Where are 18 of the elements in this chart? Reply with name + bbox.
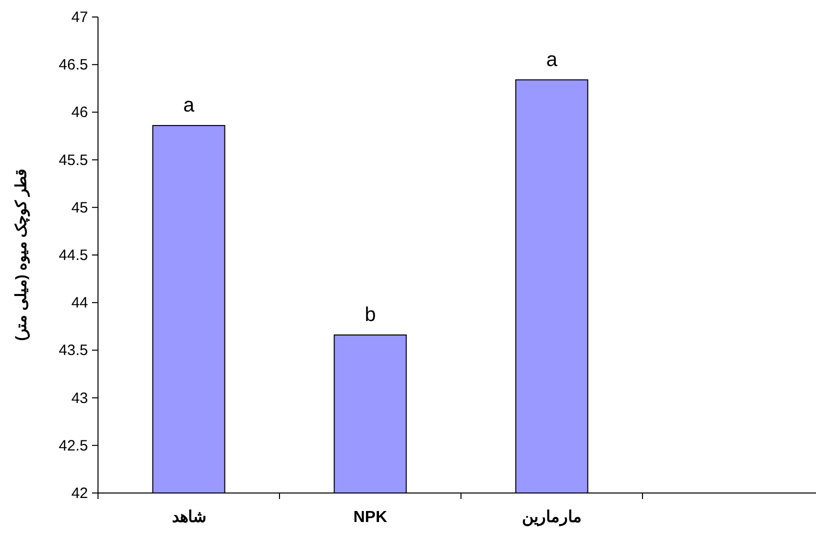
y-tick-label: 45 <box>71 199 88 216</box>
y-tick-label: 46.5 <box>58 56 88 74</box>
annotation: a <box>183 94 196 117</box>
y-tick-label: 47 <box>71 9 88 26</box>
y-tick-label: 45.5 <box>58 152 88 169</box>
y-tick-label: 46 <box>71 104 88 122</box>
annotation: a <box>546 48 558 71</box>
y-tick-label: 44 <box>71 294 88 312</box>
y-tick-label: 42.5 <box>58 437 88 454</box>
y-tick-label: 44.5 <box>58 247 88 264</box>
x-tick-label: مارمارین <box>522 509 582 527</box>
x-tick-label: NPK <box>353 509 388 526</box>
y-tick-label: 42 <box>71 485 88 502</box>
y-tick-label: 43 <box>71 390 88 407</box>
y-axis-title: قطر کوچک میوه (میلی متر) <box>13 169 30 341</box>
annotation: b <box>364 304 376 326</box>
x-tick-label: شاهد <box>172 509 206 526</box>
y-tick-label: 43.5 <box>58 342 88 360</box>
